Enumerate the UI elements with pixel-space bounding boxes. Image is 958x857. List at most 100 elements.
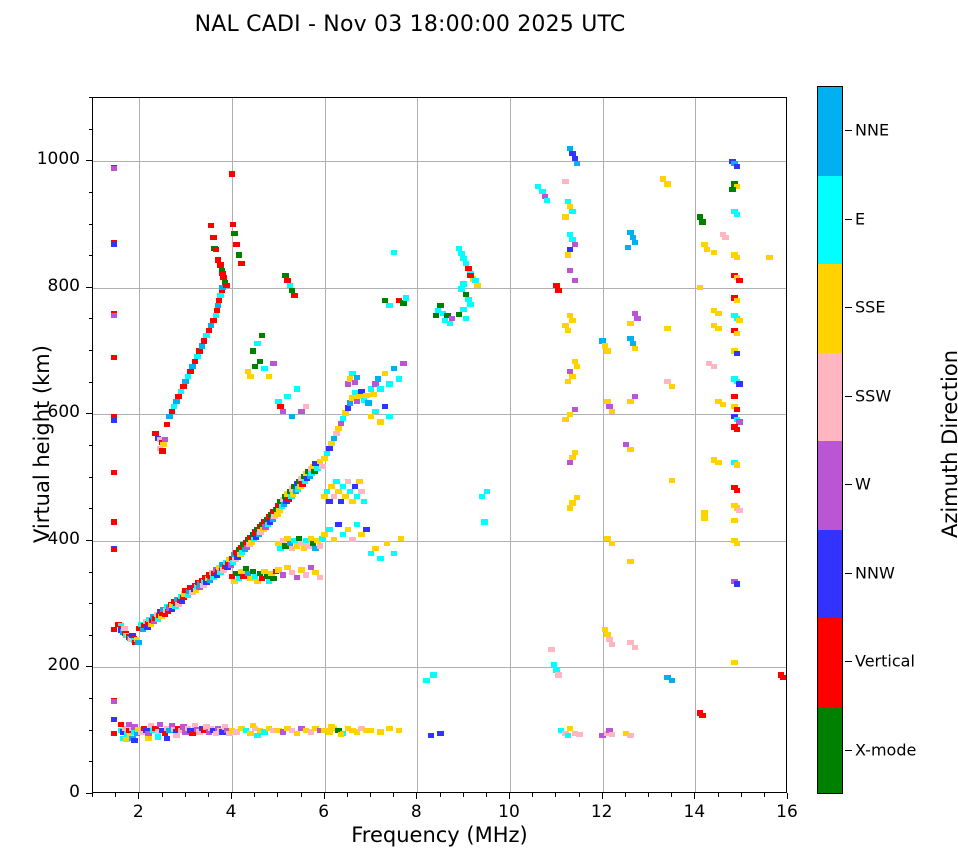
echo-point [212, 313, 220, 319]
colorbar-band[interactable] [818, 175, 842, 264]
echo-point [566, 247, 574, 253]
echo-point [390, 249, 398, 255]
echo-point [627, 399, 634, 405]
echo-point [569, 500, 576, 506]
echo-point [249, 348, 257, 354]
echo-point [330, 537, 338, 543]
echo-point [291, 292, 298, 298]
echo-point [710, 307, 718, 314]
echo-point [139, 626, 147, 633]
colorbar-band[interactable] [818, 529, 842, 618]
echo-point [664, 378, 671, 385]
echo-point [460, 256, 467, 262]
y-tick-minor [88, 223, 92, 225]
echo-point [481, 519, 488, 525]
echo-point [302, 728, 310, 734]
echo-point [365, 400, 372, 406]
echo-point [627, 229, 634, 235]
echo-point [219, 729, 226, 735]
echo-point [231, 578, 238, 584]
echo-point [441, 318, 449, 324]
echo-point [363, 392, 370, 398]
colorbar-band[interactable] [818, 441, 842, 530]
echo-point [400, 300, 407, 306]
gridline-horizontal [93, 287, 786, 289]
echo-point [483, 488, 491, 495]
echo-point [288, 545, 296, 552]
colorbar-band[interactable] [818, 706, 842, 793]
y-tick-major [86, 286, 92, 288]
x-tick-minor [555, 793, 557, 797]
x-tick-minor [254, 793, 256, 797]
echo-point [238, 568, 245, 574]
echo-point [736, 381, 743, 387]
gridline-horizontal [93, 161, 786, 163]
echo-point [314, 538, 321, 544]
colorbar-band[interactable] [818, 352, 842, 441]
echo-point [189, 730, 196, 736]
echo-point [342, 410, 349, 416]
colorbar-band[interactable] [818, 618, 842, 707]
echo-point [305, 543, 312, 549]
echo-point [358, 488, 365, 495]
echo-point [344, 725, 352, 731]
echo-point [569, 237, 576, 243]
echo-point [207, 223, 215, 229]
echo-point [261, 568, 268, 574]
echo-point [566, 204, 574, 210]
echo-point [733, 540, 741, 547]
gridline-horizontal [93, 414, 786, 416]
echo-point [302, 404, 310, 410]
echo-point [444, 313, 451, 319]
echo-point [258, 576, 266, 582]
echo-point [275, 502, 282, 509]
echo-point [247, 576, 254, 582]
echo-point [353, 521, 361, 528]
echo-point [553, 667, 560, 673]
echo-point [562, 178, 569, 185]
echo-point [178, 599, 186, 605]
echo-point [472, 277, 479, 283]
echo-point [566, 505, 574, 511]
echo-point [316, 728, 324, 734]
echo-point [293, 575, 301, 581]
echo-point [203, 333, 210, 339]
echo-point [367, 386, 375, 392]
echo-point [293, 543, 301, 549]
echo-point [562, 214, 569, 220]
echo-point [224, 564, 231, 571]
echo-point [395, 376, 403, 382]
echo-point [622, 730, 630, 736]
y-tick-minor [88, 350, 92, 352]
chart-title: NAL CADI - Nov 03 18:00:00 2025 UTC [194, 12, 626, 37]
x-tick-label: 12 [590, 802, 613, 822]
y-tick-minor [88, 128, 92, 130]
echo-point [372, 409, 379, 415]
echo-point [400, 361, 407, 367]
echo-point [346, 488, 354, 495]
echo-point [166, 728, 173, 734]
y-tick-minor [88, 476, 92, 478]
echo-point [326, 526, 333, 533]
echo-point [383, 540, 391, 547]
echo-point [265, 373, 273, 379]
echo-point [668, 477, 676, 483]
echo-point [270, 361, 277, 367]
colorbar[interactable] [817, 86, 843, 794]
colorbar-band[interactable] [818, 264, 842, 353]
echo-point [275, 728, 282, 734]
echo-point [258, 333, 266, 339]
echo-point [135, 639, 142, 645]
gridline-horizontal [93, 540, 786, 542]
colorbar-band[interactable] [818, 87, 842, 176]
x-tick-major [416, 793, 418, 799]
echo-point [534, 183, 542, 190]
echo-point [386, 381, 393, 387]
echo-point [242, 566, 250, 572]
echo-point [213, 307, 221, 314]
echo-point [256, 358, 264, 364]
plot-area[interactable] [92, 97, 787, 793]
echo-point [295, 535, 303, 541]
echo-point [205, 328, 213, 334]
echo-point [254, 578, 261, 584]
